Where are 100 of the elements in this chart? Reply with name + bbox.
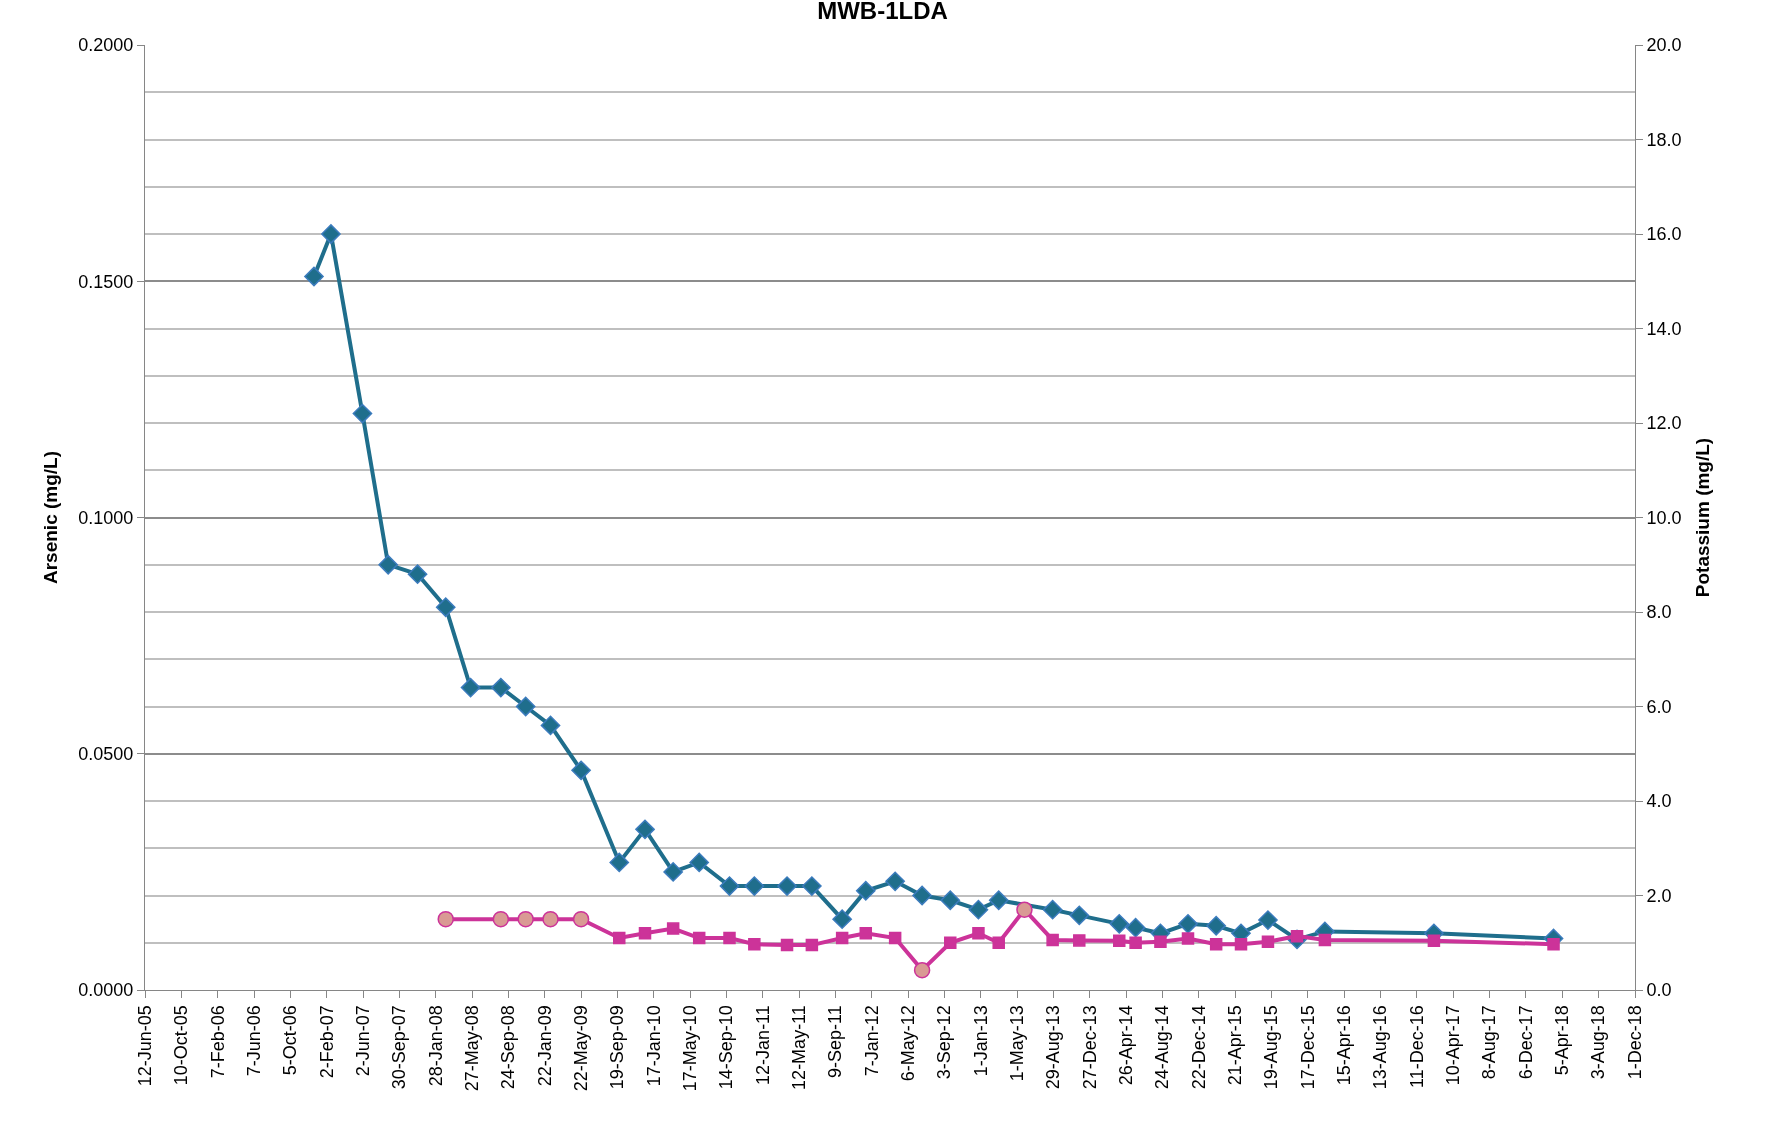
y2-tick-label: 0.0 xyxy=(1646,980,1672,1001)
y-axis-title: Arsenic (mg/L) xyxy=(40,450,62,585)
point xyxy=(1547,937,1560,951)
point xyxy=(572,910,590,928)
point xyxy=(609,852,630,873)
point xyxy=(635,819,655,840)
x-tick-label: 17-Dec-15 xyxy=(1297,1005,1318,1090)
x-tick-label: 22-Dec-14 xyxy=(1188,1005,1209,1090)
point xyxy=(1181,932,1195,945)
point xyxy=(1206,915,1227,936)
point xyxy=(1427,934,1441,948)
point xyxy=(780,938,794,952)
y2-tick-label: 6.0 xyxy=(1646,696,1672,717)
point xyxy=(1069,905,1090,926)
point xyxy=(777,876,797,896)
point xyxy=(1178,914,1198,934)
x-tick-label: 27-May-08 xyxy=(461,1005,482,1092)
point xyxy=(689,852,710,873)
x-tick-label: 19-Aug-15 xyxy=(1261,1005,1282,1090)
point xyxy=(992,936,1005,949)
x-tick-label: 26-Apr-14 xyxy=(1116,1005,1137,1086)
x-tick-label: 24-Aug-14 xyxy=(1152,1005,1173,1090)
point xyxy=(940,890,961,911)
point xyxy=(1154,935,1167,949)
x-tick-label: 22-May-09 xyxy=(570,1005,591,1092)
x-tick-label: 22-Jan-09 xyxy=(534,1005,555,1087)
x-tick-label: 12-Jun-05 xyxy=(134,1005,155,1087)
y-tick-label: 0.0500 xyxy=(78,744,134,765)
point xyxy=(1125,917,1146,938)
point xyxy=(613,931,626,945)
x-tick-label: 10-Apr-17 xyxy=(1443,1005,1464,1086)
y2-tick-label: 10.0 xyxy=(1646,507,1682,528)
point xyxy=(542,910,559,928)
x-tick-label: 12-Jan-11 xyxy=(752,1005,773,1085)
point xyxy=(885,871,905,892)
point xyxy=(944,936,957,949)
x-tick-label: 3-Aug-18 xyxy=(1588,1005,1609,1080)
x-tick-label: 5-Oct-06 xyxy=(280,1005,301,1076)
y2-tick-label: 16.0 xyxy=(1646,224,1682,245)
x-tick-label: 7-Jun-06 xyxy=(243,1005,264,1077)
point xyxy=(663,862,684,882)
point xyxy=(437,910,454,928)
point xyxy=(972,927,985,940)
point xyxy=(571,760,591,781)
point xyxy=(378,554,399,575)
point xyxy=(913,961,931,979)
x-tick-label: 8-Aug-17 xyxy=(1479,1005,1500,1080)
x-tick-label: 21-Apr-15 xyxy=(1225,1005,1246,1086)
x-tick-label: 7-Jan-12 xyxy=(861,1005,882,1077)
point xyxy=(1042,899,1063,920)
point xyxy=(304,266,324,287)
point xyxy=(832,909,852,929)
y2-tick-label: 20.0 xyxy=(1646,35,1682,56)
point xyxy=(1258,910,1278,930)
x-tick-label: 17-May-10 xyxy=(679,1005,700,1092)
point xyxy=(517,910,534,928)
y2-tick-label: 2.0 xyxy=(1646,885,1672,906)
x-tick-label: 9-Sep-11 xyxy=(825,1005,846,1078)
point xyxy=(638,927,652,940)
point xyxy=(407,564,428,585)
point xyxy=(1261,935,1275,949)
point xyxy=(1016,901,1033,918)
y2-tick-label: 8.0 xyxy=(1646,602,1672,623)
point xyxy=(1318,933,1332,947)
x-tick-label: 19-Sep-09 xyxy=(607,1005,628,1090)
point xyxy=(321,224,341,244)
y-tick-label: 0.1000 xyxy=(78,507,134,528)
x-tick-label: 1-Jan-13 xyxy=(970,1005,991,1077)
point xyxy=(1234,937,1248,951)
point xyxy=(859,927,873,940)
point xyxy=(515,696,536,717)
x-tick-label: 5-Apr-18 xyxy=(1552,1005,1573,1076)
point xyxy=(460,677,481,698)
point xyxy=(540,715,561,736)
point xyxy=(912,885,932,906)
point xyxy=(1129,936,1142,949)
point xyxy=(1109,914,1130,934)
point xyxy=(888,931,902,945)
x-tick-label: 1-Dec-18 xyxy=(1624,1005,1645,1080)
x-tick-label: 29-Aug-13 xyxy=(1043,1005,1064,1090)
point xyxy=(692,931,706,945)
point xyxy=(435,597,456,618)
point xyxy=(1046,933,1059,947)
x-tick-label: 27-Dec-13 xyxy=(1079,1005,1100,1090)
point xyxy=(835,931,849,945)
point xyxy=(968,899,989,920)
x-tick-label: 1-May-13 xyxy=(1007,1005,1028,1082)
point xyxy=(805,938,819,952)
y-tick-label: 0.0000 xyxy=(78,980,134,1001)
point xyxy=(723,931,736,945)
y2-tick-label: 18.0 xyxy=(1646,129,1682,150)
x-tick-label: 2-Jun-07 xyxy=(352,1005,373,1077)
y-tick-label: 0.2000 xyxy=(78,35,134,56)
point xyxy=(1209,937,1223,951)
point xyxy=(855,880,876,901)
x-tick-label: 24-Sep-08 xyxy=(498,1005,519,1090)
x-tick-label: 2-Feb-07 xyxy=(316,1005,337,1079)
x-tick-label: 7-Feb-06 xyxy=(207,1005,228,1079)
y2-axis-title: Potassium (mg/L) xyxy=(1692,437,1714,598)
x-tick-label: 13-Aug-16 xyxy=(1370,1005,1391,1090)
